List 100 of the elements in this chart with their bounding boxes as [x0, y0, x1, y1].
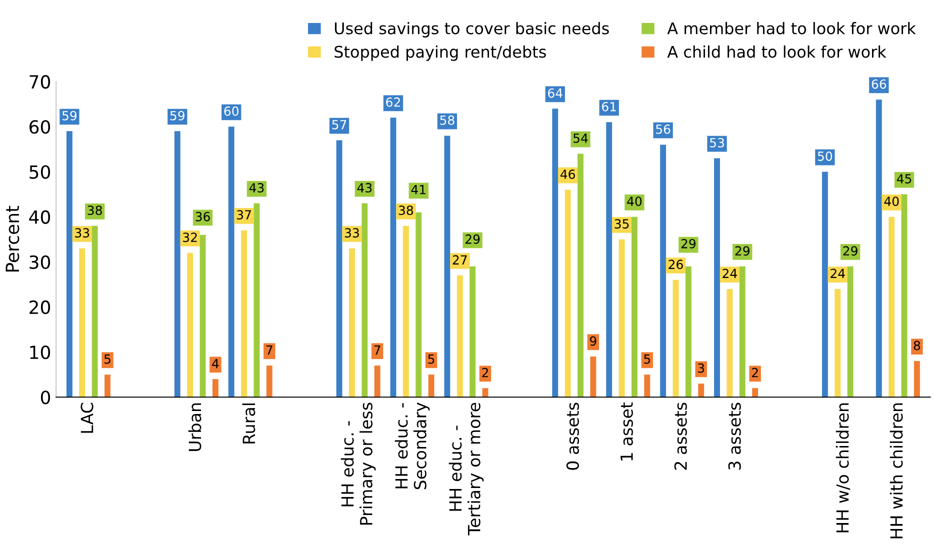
bar [187, 252, 194, 398]
data-label: 46 [560, 170, 575, 179]
bar [254, 203, 260, 398]
data-label: 41 [411, 185, 426, 194]
legend-label: Used savings to cover basic needs [334, 22, 609, 38]
bar [104, 374, 110, 398]
data-label: 38 [398, 206, 414, 216]
data-label: 5 [428, 354, 434, 364]
bar [390, 118, 396, 398]
bar [901, 194, 908, 398]
y-tick-label: 0 [40, 390, 50, 404]
bar [66, 131, 72, 398]
data-label: 62 [386, 97, 400, 107]
bar [606, 122, 612, 398]
x-tick-label: HH educ. - Secondary [394, 402, 430, 490]
x-tick-label: 0 assets [566, 402, 579, 470]
data-label: 43 [357, 183, 372, 193]
data-label: 38 [88, 206, 102, 216]
data-label: 26 [668, 260, 683, 270]
bar [79, 248, 86, 398]
y-tick-label: 60 [30, 120, 50, 134]
x-tick-label: HH w/o children [836, 403, 850, 532]
bar [564, 190, 571, 398]
bar [698, 384, 704, 398]
bar [752, 388, 758, 398]
data-label: 64 [548, 88, 562, 98]
legend-label: A child had to look for work [667, 45, 886, 58]
bar [470, 266, 476, 398]
y-tick-label: 40 [29, 210, 50, 224]
data-label: 9 [590, 336, 596, 346]
data-label: 33 [344, 228, 359, 238]
x-tick-label: 3 assets [728, 402, 741, 470]
bar [174, 131, 180, 398]
bar [402, 226, 409, 398]
bar [416, 212, 422, 398]
x-tick-label: 2 assets [674, 402, 687, 470]
bar [241, 230, 247, 398]
bar [228, 126, 234, 398]
bar [644, 374, 650, 398]
bar [456, 275, 463, 398]
bar [822, 172, 828, 398]
data-label: 29 [466, 234, 480, 244]
data-label: 5 [104, 354, 110, 364]
data-label: 37 [237, 210, 251, 220]
data-label: 50 [818, 151, 832, 161]
bar [914, 361, 920, 398]
data-label: 66 [872, 79, 886, 89]
bar [714, 158, 720, 398]
x-tick-label: Urban [188, 403, 202, 451]
bar [266, 366, 272, 398]
data-label: 3 [698, 363, 704, 373]
data-label: 36 [196, 212, 210, 222]
data-label: 2 [752, 368, 758, 378]
y-tick-label: 70 [30, 75, 50, 89]
bar [685, 266, 692, 398]
bar [726, 288, 733, 398]
data-label: 7 [374, 345, 380, 355]
bar [428, 374, 434, 398]
bar [847, 266, 854, 398]
data-label: 7 [266, 345, 272, 355]
bar [578, 154, 584, 398]
bar [672, 280, 679, 398]
bar [212, 379, 218, 398]
data-label: 24 [830, 268, 845, 278]
bar [660, 144, 666, 398]
data-label: 32 [183, 232, 197, 242]
x-tick-label: HH with children [890, 403, 903, 538]
data-label: 4 [212, 359, 219, 368]
data-label: 40 [627, 196, 642, 206]
bar [92, 226, 98, 398]
data-label: 59 [170, 110, 184, 120]
data-label: 29 [735, 246, 750, 256]
y-tick-label: 50 [30, 165, 50, 179]
bar [374, 366, 380, 398]
bar [834, 288, 841, 398]
data-label: 27 [452, 255, 467, 264]
data-label: 29 [681, 238, 696, 248]
bar [888, 216, 895, 398]
data-label: 8 [914, 340, 920, 350]
data-label: 2 [482, 368, 488, 378]
bar [876, 100, 882, 398]
data-label: 54 [574, 134, 588, 143]
data-label: 40 [884, 196, 899, 206]
data-label: 43 [249, 183, 264, 193]
x-tick-label: HH educ. - Tertiary or more [448, 402, 484, 536]
legend-label: Stopped paying rent/debts [334, 45, 546, 61]
y-tick-label: 10 [30, 346, 50, 360]
bar [336, 140, 342, 398]
data-label: 59 [62, 110, 77, 120]
bar [739, 266, 746, 398]
y-axis-title: Percent [6, 206, 20, 272]
x-tick-label: LAC [80, 402, 94, 433]
data-label: 29 [843, 246, 858, 256]
bar [444, 136, 450, 398]
x-tick-label: Rural [242, 404, 256, 444]
legend-label: A member had to look for work [667, 22, 916, 34]
bar [631, 216, 638, 398]
data-label: 33 [75, 228, 90, 238]
data-label: 35 [614, 219, 629, 229]
bar [618, 239, 625, 398]
